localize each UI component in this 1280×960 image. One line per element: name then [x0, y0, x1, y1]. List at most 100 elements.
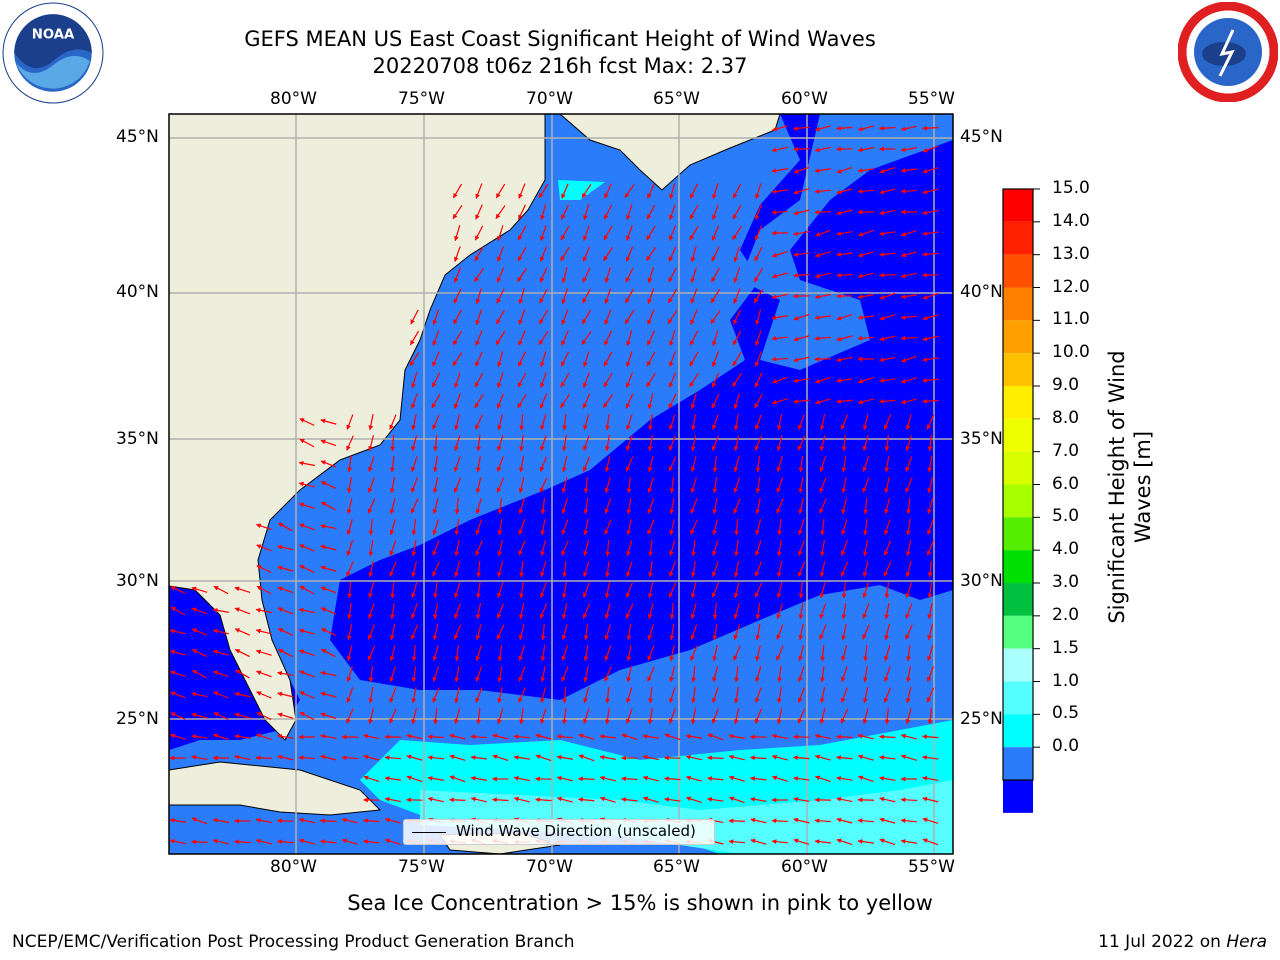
wave-direction-arrow	[712, 455, 718, 473]
wave-direction-arrow	[561, 666, 569, 682]
wave-direction-arrow	[646, 330, 656, 346]
wave-direction-arrow	[647, 435, 654, 452]
wave-direction-arrow	[906, 644, 911, 662]
wave-direction-arrow	[793, 378, 810, 383]
wave-direction-arrow	[604, 645, 612, 661]
wave-direction-arrow	[754, 708, 763, 724]
wave-direction-arrow	[583, 519, 589, 536]
wave-direction-arrow	[884, 581, 890, 599]
wave-direction-arrow	[732, 330, 742, 346]
wave-direction-arrow	[583, 435, 590, 451]
wave-direction-arrow	[409, 351, 420, 367]
wave-direction-arrow	[540, 666, 546, 683]
wave-direction-arrow	[389, 624, 396, 641]
wave-direction-arrow	[733, 645, 741, 661]
wave-direction-arrow	[475, 687, 483, 703]
wave-direction-arrow	[733, 393, 740, 410]
lat-label-left: 25°N	[116, 709, 159, 729]
wave-direction-arrow	[814, 251, 831, 258]
wave-direction-arrow	[922, 314, 939, 321]
wave-direction-arrow	[712, 602, 718, 620]
wave-direction-arrow	[712, 204, 719, 220]
wave-direction-arrow	[539, 456, 547, 472]
wave-direction-arrow	[363, 733, 380, 740]
lat-label-right: 40°N	[960, 282, 1003, 302]
wave-direction-arrow	[538, 183, 549, 199]
wave-direction-arrow	[497, 497, 503, 515]
wave-direction-arrow	[496, 267, 505, 283]
wave-direction-arrow	[776, 624, 784, 640]
wave-direction-arrow	[690, 603, 697, 620]
wave-direction-arrow	[191, 607, 208, 615]
wave-direction-arrow	[560, 225, 570, 241]
wave-direction-arrow	[169, 733, 186, 740]
wave-direction-arrow	[192, 669, 207, 679]
wave-direction-arrow	[626, 519, 632, 536]
wave-direction-arrow	[605, 413, 610, 431]
wave-direction-arrow	[797, 708, 806, 724]
wave-direction-arrow	[879, 796, 896, 803]
wave-direction-arrow	[470, 796, 487, 803]
wave-direction-arrow	[793, 399, 810, 404]
wave-direction-arrow	[561, 288, 569, 305]
wave-direction-arrow	[170, 712, 186, 720]
wave-direction-arrow	[341, 817, 358, 824]
wave-direction-arrow	[732, 204, 742, 220]
wave-direction-arrow	[368, 540, 374, 557]
wave-direction-arrow	[604, 288, 612, 305]
lon-label-top: 80°W	[270, 89, 317, 109]
wave-direction-arrow	[712, 330, 719, 347]
wave-direction-arrow	[476, 560, 482, 578]
wave-direction-arrow	[690, 309, 698, 325]
wave-direction-arrow	[857, 294, 874, 300]
wave-direction-arrow	[625, 393, 634, 409]
wave-direction-arrow	[900, 272, 917, 279]
wave-direction-arrow	[922, 188, 939, 195]
lon-label-top: 60°W	[781, 89, 828, 109]
wave-direction-arrow	[320, 754, 337, 761]
wave-direction-arrow	[690, 561, 696, 578]
wave-direction-arrow	[213, 691, 229, 699]
wave-direction-arrow	[755, 666, 762, 683]
wave-direction-arrow	[470, 775, 487, 781]
wave-direction-arrow	[604, 519, 612, 535]
wave-direction-arrow	[583, 225, 590, 241]
wave-direction-arrow	[368, 708, 374, 725]
wave-direction-arrow	[582, 267, 591, 283]
wave-direction-arrow	[814, 733, 831, 740]
wave-direction-arrow	[234, 607, 251, 615]
wave-direction-arrow	[389, 561, 397, 577]
wave-direction-arrow	[556, 796, 573, 803]
wave-direction-arrow	[836, 252, 853, 257]
wave-direction-arrow	[368, 687, 374, 704]
wave-direction-arrow	[255, 838, 272, 845]
wave-direction-arrow	[857, 839, 875, 844]
wave-direction-arrow	[497, 225, 504, 242]
wave-direction-arrow	[733, 414, 739, 431]
wave-direction-arrow	[755, 477, 761, 494]
wave-direction-arrow	[411, 708, 418, 725]
wave-direction-arrow	[879, 167, 896, 174]
wave-direction-arrow	[733, 582, 740, 599]
wave-direction-arrow	[432, 561, 440, 577]
wave-direction-arrow	[862, 708, 869, 725]
wave-direction-arrow	[857, 818, 875, 824]
wave-direction-arrow	[389, 498, 396, 515]
wave-direction-arrow	[691, 539, 696, 557]
wave-direction-arrow	[733, 708, 740, 725]
wave-direction-arrow	[256, 711, 272, 721]
wave-direction-arrow	[879, 209, 896, 216]
wave-direction-arrow	[560, 393, 570, 409]
wave-direction-arrow	[604, 309, 612, 325]
wave-direction-arrow	[320, 586, 337, 594]
wave-direction-arrow	[626, 561, 633, 578]
wave-direction-arrow	[496, 624, 505, 640]
wave-direction-arrow	[582, 456, 591, 472]
wave-direction-arrow	[255, 755, 273, 761]
wave-direction-arrow	[518, 519, 526, 535]
wave-direction-arrow	[621, 797, 638, 802]
wave-direction-arrow	[234, 734, 251, 739]
wave-direction-arrow	[712, 414, 719, 430]
wave-direction-arrow	[776, 561, 783, 578]
wave-direction-arrow	[256, 691, 272, 699]
